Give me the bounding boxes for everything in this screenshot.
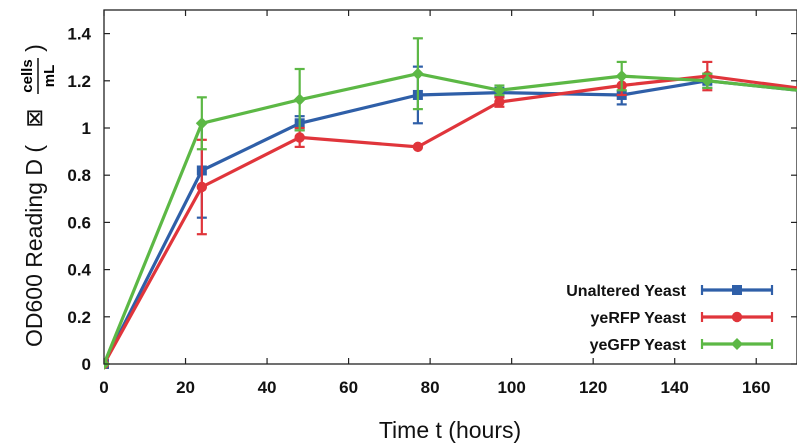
legend-label: Unaltered Yeast	[566, 283, 686, 300]
x-axis-label: Time t (hours)	[379, 417, 521, 443]
x-tick-label: 0	[99, 378, 108, 397]
data-point	[196, 181, 208, 193]
series-1	[104, 60, 797, 370]
series-line	[104, 74, 797, 365]
legend: Unaltered Yeast yeRFP Yeast yeGFP Yeast	[566, 283, 774, 354]
y-axis-label-main: OD600 Reading D (	[21, 145, 47, 347]
x-tick-label: 80	[421, 378, 440, 397]
x-tick-label: 160	[742, 378, 770, 397]
y-tick-label: 1	[82, 119, 91, 138]
y-tick-label: 0.4	[67, 261, 91, 280]
legend-marker	[731, 311, 743, 323]
x-tick-label: 120	[579, 378, 607, 397]
y-tick-label: 1.4	[67, 25, 91, 44]
data-point	[294, 132, 305, 143]
y-axis-label: OD600 Reading D ( ⊠ cells mL )	[19, 44, 58, 347]
y-tick-label: 0.8	[67, 166, 91, 185]
y-tick-label: 0.2	[67, 308, 91, 327]
y-axis-label-glyph: ⊠	[21, 108, 47, 127]
series-line	[104, 79, 797, 365]
data-point	[411, 67, 424, 80]
data-point	[701, 74, 714, 87]
y-axis-label-frac-num: cells	[19, 59, 36, 92]
y-tick-label: 1.2	[67, 72, 91, 91]
series-2	[104, 37, 797, 370]
x-tick-label: 20	[176, 378, 195, 397]
x-tick-label: 140	[661, 378, 689, 397]
y-tick-label: 0.6	[67, 213, 91, 232]
data-point	[195, 117, 208, 130]
x-tick-label: 100	[497, 378, 525, 397]
legend-marker	[731, 338, 743, 350]
data-point	[412, 141, 424, 153]
x-tick-label: 40	[258, 378, 277, 397]
series-0	[104, 65, 797, 369]
data-point	[494, 96, 505, 108]
data-point	[293, 93, 306, 106]
y-tick-label: 0	[82, 355, 91, 374]
data-point	[493, 84, 506, 97]
y-axis-label-close: )	[21, 44, 47, 52]
data-point	[615, 70, 628, 83]
x-tick-label: 60	[339, 378, 358, 397]
legend-label: yeRFP Yeast	[591, 310, 687, 327]
legend-marker	[732, 285, 742, 295]
plot-frame	[103, 9, 797, 365]
series-line	[104, 72, 797, 365]
y-axis-label-frac-den: mL	[41, 65, 58, 88]
legend-label: yeGFP Yeast	[590, 337, 687, 354]
